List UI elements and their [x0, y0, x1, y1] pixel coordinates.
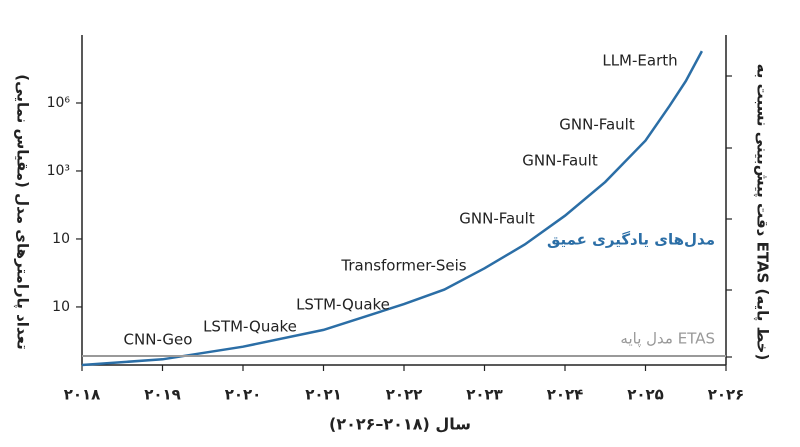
- annotation: Transformer-Seis: [340, 257, 466, 275]
- x-tick-label: ۲۰۲۰: [225, 386, 262, 404]
- y-tick-label: 10⁶: [47, 95, 71, 111]
- annotation: LSTM-Quake: [296, 296, 390, 314]
- annotation: CNN-Geo: [124, 331, 193, 349]
- series-label: مدل پایه ETAS: [620, 330, 715, 349]
- series-line: [81, 50, 704, 367]
- series-label: مدل‌های یادگیری عمیق: [547, 231, 715, 249]
- x-tick-label: ۲۰۱۸: [64, 386, 101, 404]
- y2-axis-label: دقت پیش‌بینی نسبت به ETAS (خط پایه): [753, 64, 772, 361]
- x-tick-label: ۲۰۱۹: [144, 386, 181, 404]
- y-tick-label: 10: [52, 299, 70, 315]
- x-tick-label: ۲۰۲۲: [386, 386, 423, 404]
- x-axis-label: سال (۲۰۱۸–۲۰۲۶): [329, 415, 471, 434]
- annotation: LLM-Earth: [602, 52, 677, 70]
- y-axis-label: تعداد پارامترهای مدل (مقیاس نمایی): [13, 74, 32, 349]
- y-tick-label: 10: [52, 231, 70, 247]
- x-tick-label: ۲۰۲۳: [466, 386, 503, 404]
- x-tick-label: ۲۰۲۱: [305, 386, 342, 404]
- x-tick-label: ۲۰۲۵: [627, 386, 664, 404]
- annotation: GNN-Fault: [522, 152, 598, 170]
- right-ticks: [726, 75, 732, 358]
- annotation: GNN-Fault: [459, 210, 535, 228]
- annotation: GNN-Fault: [559, 116, 635, 134]
- y-tick-label: 10³: [47, 163, 70, 179]
- x-tick-label: ۲۰۲۴: [547, 386, 584, 404]
- annotation: LSTM-Quake: [203, 318, 297, 336]
- x-tick-label: ۲۰۲۶: [708, 386, 745, 404]
